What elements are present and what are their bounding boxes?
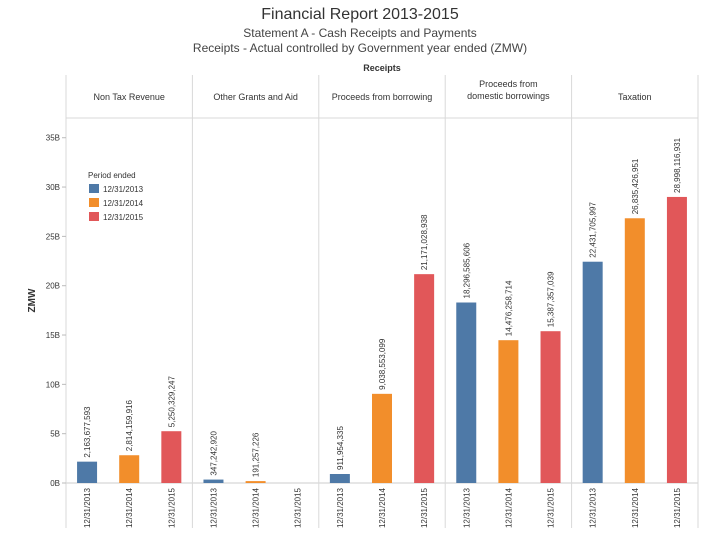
legend-swatch: [89, 198, 99, 207]
bar: [329, 474, 350, 483]
bar: [161, 431, 182, 483]
x-tick-label: 12/31/2014: [378, 487, 387, 528]
y-tick-label: 35B: [46, 134, 60, 143]
bar: [624, 218, 645, 483]
x-tick-label: 12/31/2015: [547, 487, 556, 528]
y-tick-label: 15B: [46, 331, 60, 340]
chart-subtitle-2: Receipts - Actual controlled by Governme…: [192, 41, 528, 55]
panel-header: Proceeds from borrowing: [332, 92, 433, 102]
panel-header: Proceeds from: [479, 79, 538, 89]
data-label: 911,954,335: [336, 426, 345, 470]
panel-header: domestic borrowings: [467, 91, 550, 101]
y-axis-label: ZMW: [27, 288, 38, 312]
legend-title: Period ended: [88, 171, 136, 180]
bar: [414, 274, 435, 483]
panel-header: Non Tax Revenue: [94, 92, 165, 102]
bar: [77, 461, 98, 483]
bar: [540, 331, 561, 483]
x-tick-label: 12/31/2013: [462, 487, 471, 528]
x-tick-label: 12/31/2013: [589, 487, 598, 528]
data-label: 5,250,329,247: [167, 375, 176, 427]
data-label: 22,431,705,997: [589, 202, 598, 258]
x-tick-label: 12/31/2015: [420, 487, 429, 528]
bar: [666, 196, 687, 483]
y-tick-label: 30B: [46, 183, 60, 192]
x-tick-label: 12/31/2013: [83, 487, 92, 528]
panel-header: Other Grants and Aid: [213, 92, 298, 102]
bar: [582, 261, 603, 483]
data-label: 191,257,226: [252, 432, 261, 477]
data-label: 14,476,258,714: [504, 280, 513, 336]
x-tick-label: 12/31/2014: [504, 487, 513, 528]
legend-swatch: [89, 184, 99, 193]
y-tick-label: 25B: [46, 232, 60, 241]
data-label: 21,171,028,938: [420, 214, 429, 270]
data-label: 2,163,677,593: [83, 406, 92, 458]
x-tick-label: 12/31/2014: [252, 487, 261, 528]
panel-header: Taxation: [618, 92, 652, 102]
data-label: 2,814,159,916: [125, 400, 134, 452]
y-tick-label: 10B: [46, 380, 60, 389]
chart-title: Financial Report 2013-2015: [261, 6, 459, 23]
data-label: 18,296,585,606: [462, 242, 471, 298]
x-tick-label: 12/31/2015: [294, 487, 303, 528]
data-label: 28,998,116,931: [673, 137, 682, 193]
data-label: 347,242,920: [209, 431, 218, 476]
x-tick-label: 12/31/2015: [673, 487, 682, 528]
legend-swatch: [89, 212, 99, 221]
x-tick-label: 12/31/2013: [336, 487, 345, 528]
data-label: 26,835,426,951: [631, 158, 640, 214]
bar: [372, 393, 392, 483]
bar: [119, 455, 140, 483]
bar: [498, 340, 519, 483]
x-tick-label: 12/31/2014: [125, 487, 134, 528]
top-axis-label: Receipts: [363, 63, 401, 73]
legend-label: 12/31/2013: [103, 185, 144, 194]
legend-label: 12/31/2015: [103, 213, 144, 222]
data-label: 9,038,553,099: [378, 338, 387, 390]
bar: [456, 302, 477, 483]
x-tick-label: 12/31/2014: [631, 487, 640, 528]
y-tick-label: 20B: [46, 282, 60, 291]
x-tick-label: 12/31/2013: [209, 487, 218, 528]
chart-subtitle: Statement A - Cash Receipts and Payments: [243, 26, 477, 40]
bar: [245, 481, 266, 483]
bar: [203, 479, 224, 483]
x-tick-label: 12/31/2015: [167, 487, 176, 528]
legend-label: 12/31/2014: [103, 199, 144, 208]
y-tick-label: 5B: [50, 430, 60, 439]
y-tick-label: 0B: [50, 479, 60, 488]
data-label: 15,387,357,039: [547, 271, 556, 327]
